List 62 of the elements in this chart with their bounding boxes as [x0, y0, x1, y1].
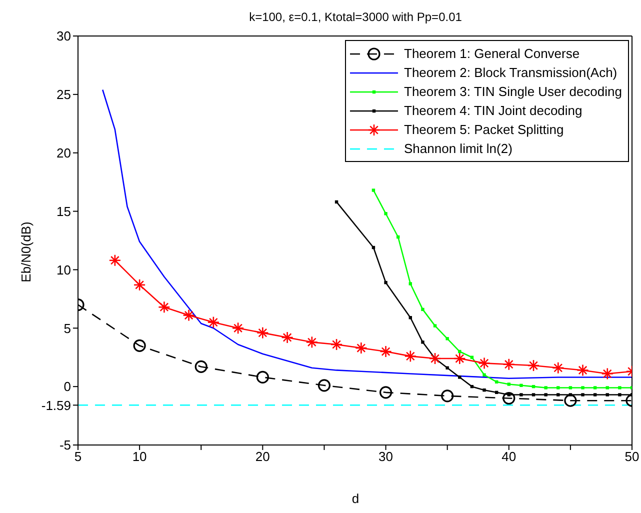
- x-tick-label: 10: [132, 449, 147, 464]
- point: [372, 188, 376, 192]
- x-tick-label: 30: [378, 449, 394, 464]
- x-tick-label: 5: [74, 449, 82, 464]
- point: [421, 308, 424, 312]
- point: [384, 280, 388, 284]
- point: [618, 393, 622, 396]
- point: [532, 393, 536, 396]
- y-tick-label: 15: [56, 204, 71, 219]
- chart-title: k=100, ε=0.1, Ktotal=3000 with Pp=0.01: [248, 10, 463, 24]
- legend-label: Theorem 2: Block Transmission(Ach): [404, 65, 618, 80]
- point: [408, 282, 412, 286]
- point: [581, 393, 584, 396]
- point: [379, 386, 392, 399]
- x-tick-label: 40: [502, 449, 516, 464]
- point: [384, 212, 388, 216]
- x-axis-title: d: [350, 491, 360, 506]
- legend-label: Theorem 3: TIN Single User decoding: [404, 84, 622, 99]
- x-tick-label: 50: [624, 449, 640, 464]
- point: [564, 394, 577, 407]
- point: [618, 386, 622, 390]
- legend-label: Theorem 5: Packet Splitting: [404, 122, 564, 137]
- point: [593, 386, 597, 390]
- point: [544, 393, 548, 396]
- point: [606, 393, 609, 396]
- y-tick-label: 0: [64, 379, 71, 394]
- y-tick-label: 25: [56, 87, 71, 102]
- point: [568, 393, 572, 396]
- point: [581, 386, 584, 390]
- point: [507, 382, 510, 386]
- point: [318, 379, 331, 392]
- point: [606, 386, 609, 390]
- point: [256, 370, 269, 384]
- y-tick-label: 20: [56, 145, 71, 160]
- point: [593, 393, 597, 396]
- point: [433, 324, 437, 328]
- x-tick-label: 20: [255, 449, 270, 464]
- legend-label: Shannon limit ln(2): [404, 141, 512, 156]
- point: [502, 392, 516, 405]
- y-tick-label: -1.59: [41, 398, 71, 413]
- point: [520, 384, 523, 388]
- point: [194, 360, 208, 374]
- point: [482, 373, 486, 376]
- point: [133, 339, 146, 352]
- point: [421, 340, 424, 344]
- legend-label: Theorem 1: General Converse: [404, 46, 580, 61]
- point: [568, 386, 572, 390]
- legend-label: Theorem 4: TIN Joint decoding: [404, 103, 582, 118]
- y-tick-label: -5: [59, 438, 71, 453]
- point: [520, 393, 523, 396]
- point: [446, 366, 449, 370]
- point: [482, 388, 486, 392]
- y-tick-label: 30: [56, 28, 71, 44]
- point: [556, 393, 560, 396]
- point: [544, 386, 548, 390]
- point: [446, 337, 449, 340]
- y-tick-label: 10: [56, 262, 71, 278]
- y-tick-label: 5: [64, 320, 71, 336]
- y-axis-title: Eb/N0(dB): [18, 222, 34, 282]
- point: [556, 386, 560, 390]
- point: [441, 390, 454, 402]
- point: [458, 376, 462, 379]
